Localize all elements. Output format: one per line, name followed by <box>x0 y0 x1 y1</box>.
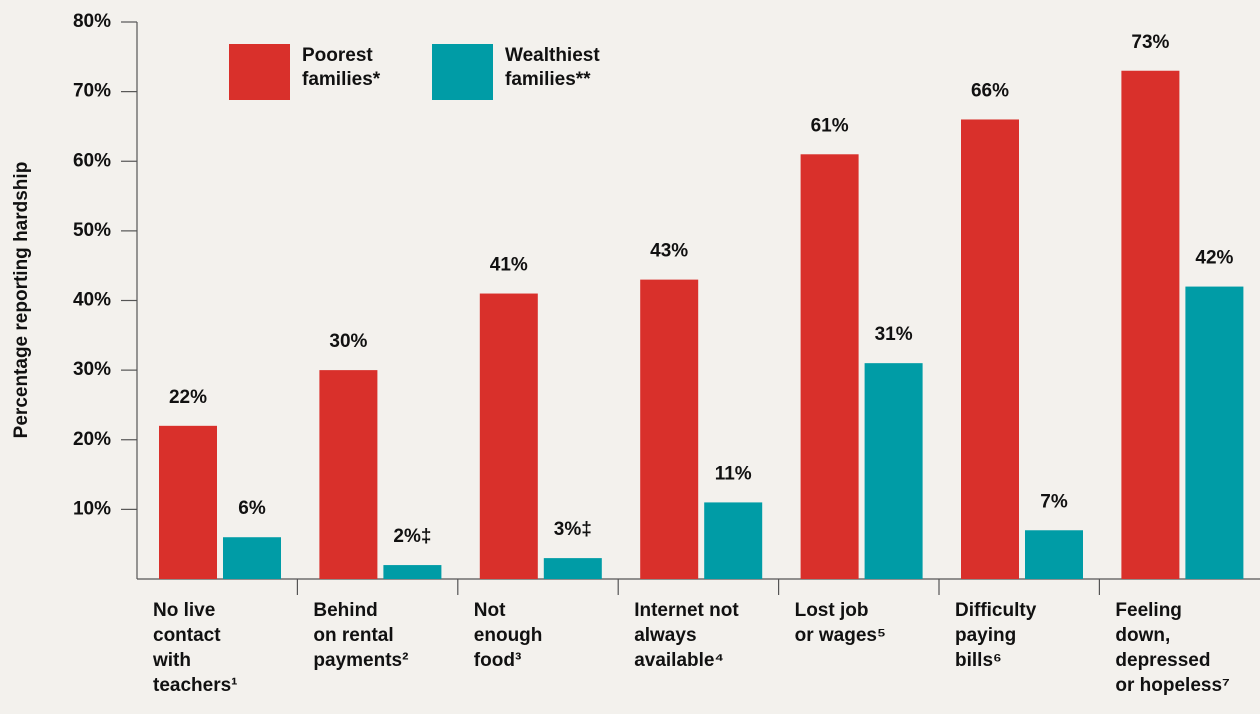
legend-label: Wealthiest families** <box>505 45 600 90</box>
bar <box>223 537 281 579</box>
x-tick-label: always <box>634 625 696 646</box>
value-label: 42% <box>1195 248 1233 269</box>
value-label: 7% <box>1040 491 1068 512</box>
value-label: 22% <box>169 387 207 408</box>
value-label: 61% <box>811 115 849 136</box>
value-label: 41% <box>490 255 528 276</box>
value-label: 31% <box>875 324 913 345</box>
x-tick-label: paying <box>955 625 1016 646</box>
x-tick-label: with <box>152 650 191 671</box>
bar <box>319 370 378 579</box>
bar <box>704 502 763 579</box>
bar <box>961 119 1019 579</box>
bar <box>1185 286 1244 579</box>
x-tick-label: Lost job <box>795 600 869 621</box>
bar <box>1121 70 1180 580</box>
bar <box>640 279 699 579</box>
y-tick-label: 20% <box>73 429 111 450</box>
x-tick-label: available⁴ <box>634 650 724 671</box>
value-label: 11% <box>715 463 752 484</box>
bar <box>1025 530 1083 579</box>
bar <box>159 425 217 579</box>
y-tick-label: 40% <box>73 290 111 311</box>
legend-swatch <box>432 44 493 100</box>
value-label: 2%‡ <box>393 526 431 547</box>
x-tick-label: enough <box>474 625 543 646</box>
x-tick-label: Behind <box>313 600 377 621</box>
x-tick-label: down, <box>1115 625 1170 646</box>
x-tick-label: payments² <box>313 650 408 671</box>
x-tick-label: No live <box>153 600 215 621</box>
x-tick-label: or hopeless⁷ <box>1115 675 1230 696</box>
bar <box>383 565 442 579</box>
value-label: 73% <box>1131 32 1169 53</box>
bar <box>543 558 602 579</box>
x-tick-label: contact <box>153 625 221 646</box>
x-tick-label: on rental <box>313 625 393 646</box>
y-tick-label: 10% <box>73 498 111 519</box>
x-tick-label: food³ <box>474 650 521 671</box>
value-label: 6% <box>238 498 266 519</box>
y-axis-title: Percentage reporting hardship <box>11 162 32 439</box>
x-tick-label: Difficulty <box>955 600 1037 621</box>
x-tick-label: Internet not <box>634 600 739 621</box>
y-tick-label: 80% <box>73 11 111 32</box>
value-label: 43% <box>650 241 688 262</box>
value-label: 3%‡ <box>554 519 592 540</box>
legend-item: Wealthiest families** <box>432 44 615 100</box>
legend-item: Poorest families* <box>229 44 392 100</box>
x-tick-label: Feeling <box>1115 600 1182 621</box>
x-tick-label: teachers¹ <box>153 675 238 696</box>
bar <box>479 293 538 579</box>
x-tick-label: depressed <box>1115 650 1210 671</box>
value-label: 30% <box>329 331 367 352</box>
y-tick-label: 70% <box>73 81 111 102</box>
x-tick-label: bills⁶ <box>955 650 1002 671</box>
x-tick-label: or wages⁵ <box>795 625 886 646</box>
x-tick-label: Not <box>474 600 506 621</box>
legend-label: Poorest families* <box>302 45 381 90</box>
y-tick-label: 60% <box>73 150 111 171</box>
legend-swatch <box>229 44 290 100</box>
bar <box>864 363 923 579</box>
y-tick-label: 50% <box>73 220 111 241</box>
value-label: 66% <box>971 80 1009 101</box>
y-tick-label: 30% <box>73 359 111 380</box>
bar <box>800 154 859 579</box>
